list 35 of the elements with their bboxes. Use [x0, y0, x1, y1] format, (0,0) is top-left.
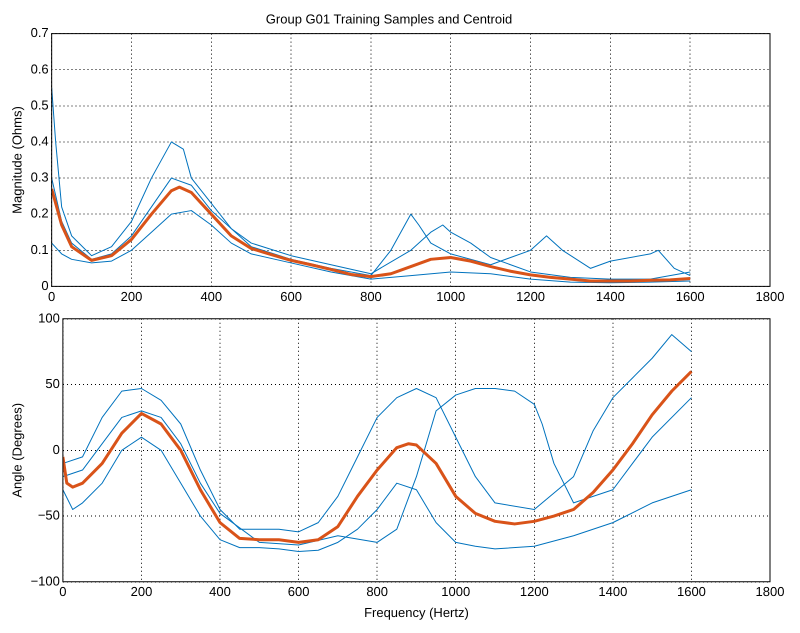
x-tick-label: 1800: [756, 584, 784, 600]
y-tick-label: −50: [38, 508, 60, 523]
y-tick-label: 0.1: [30, 242, 49, 257]
y-tick-label: 0: [41, 278, 49, 293]
y-axis-title: Magnitude (Ohms): [9, 106, 24, 214]
x-tick-label: 1800: [756, 288, 784, 304]
y-tick-label: 0.7: [30, 25, 49, 40]
y-tick-label: −100: [30, 573, 60, 588]
x-tick-label: 200: [120, 288, 142, 304]
y-tick-label: 50: [45, 376, 60, 392]
x-tick-label: 400: [209, 584, 231, 600]
y-tick-label: 0.6: [30, 61, 49, 76]
x-tick-label: 1400: [598, 584, 628, 600]
y-tick-label: 0.5: [30, 97, 49, 112]
x-tick-label: 600: [280, 288, 302, 304]
x-tick-label: 200: [130, 584, 152, 600]
chart-title: Group G01 Training Samples and Centroid: [266, 11, 512, 26]
x-tick-label: 800: [360, 288, 382, 304]
y-tick-label: 0.4: [30, 134, 49, 149]
x-tick-label: 1600: [676, 288, 705, 304]
x-tick-label: 1600: [676, 584, 706, 600]
x-tick-label: 1000: [436, 288, 466, 304]
x-tick-label: 600: [288, 584, 310, 600]
x-tick-label: 1000: [441, 584, 470, 600]
y-tick-label: 100: [38, 310, 60, 326]
y-tick-label: 0: [52, 442, 60, 457]
y-tick-label: 0.2: [30, 206, 49, 221]
y-axis-title: Angle (Degrees): [9, 402, 24, 498]
x-tick-label: 1200: [516, 288, 546, 304]
x-tick-label: 800: [366, 584, 388, 600]
x-axis-title: Frequency (Hertz): [364, 604, 469, 620]
x-tick-label: 1400: [596, 288, 625, 304]
y-tick-label: 0.3: [30, 170, 49, 185]
x-tick-label: 400: [200, 288, 222, 304]
x-tick-label: 1200: [520, 584, 549, 600]
